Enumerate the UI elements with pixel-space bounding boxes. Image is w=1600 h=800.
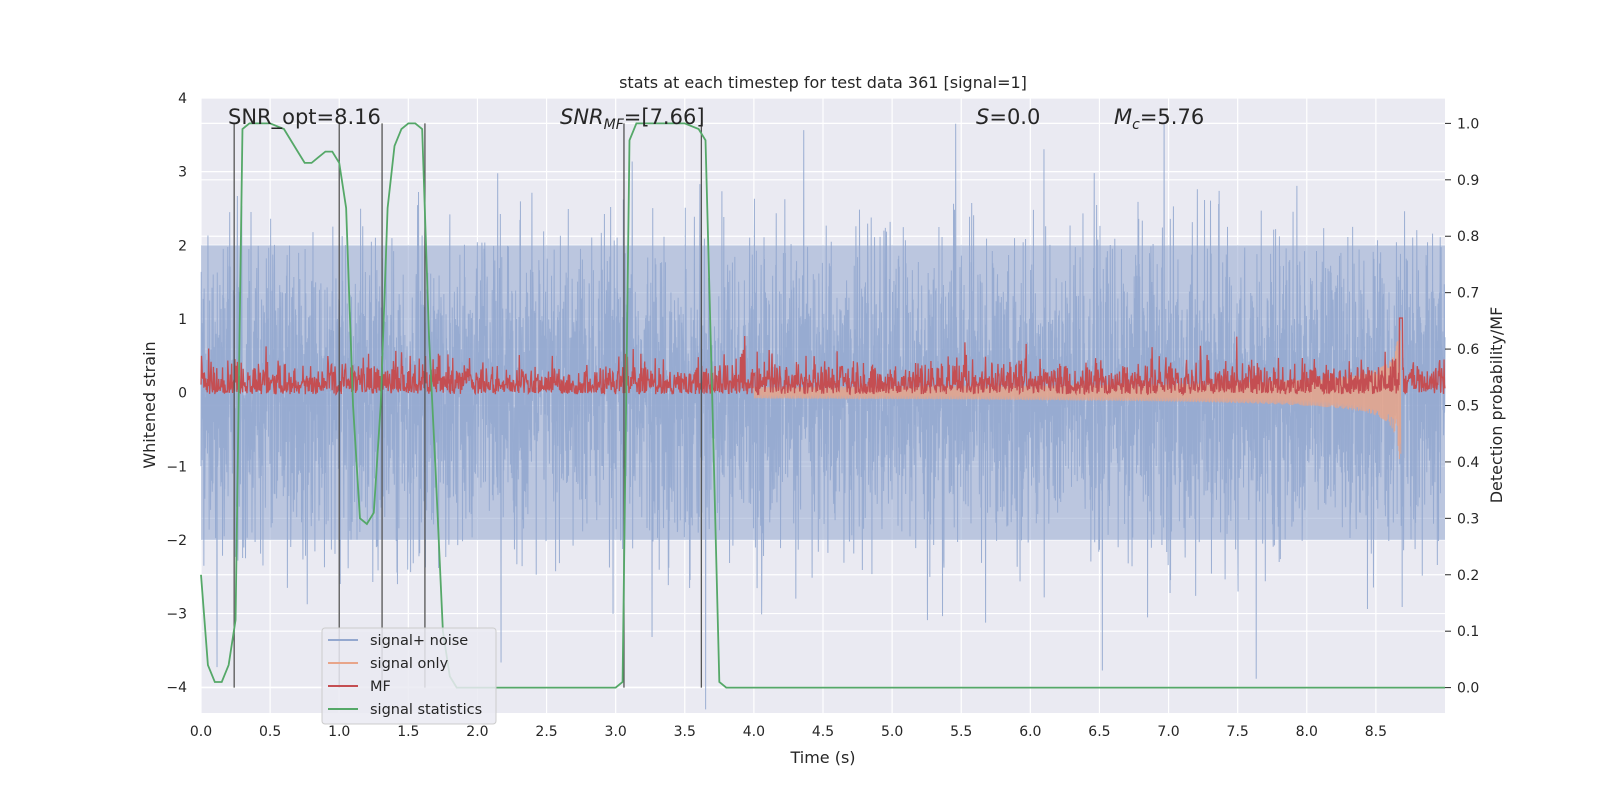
legend-label-signal-statistics: signal statistics xyxy=(370,702,482,718)
y2-tick-label: 0.8 xyxy=(1457,229,1479,245)
annotation-s-main: S xyxy=(976,105,989,129)
annotation-snr-mf-value: =[7.66] xyxy=(624,105,705,129)
x-tick-label: 5.5 xyxy=(950,724,972,740)
series-mf xyxy=(200,317,1446,397)
legend-box xyxy=(321,627,497,725)
y-tick-label: −3 xyxy=(166,607,187,623)
y2-tick-label: 0.2 xyxy=(1457,568,1479,584)
legend: signal+ noise signal only MF signal stat… xyxy=(321,627,497,725)
annotation-mc-main: M xyxy=(1114,105,1132,129)
y-tick-label: 3 xyxy=(178,165,187,181)
x-tick-label: 0.0 xyxy=(190,724,212,740)
x-tick-label: 4.0 xyxy=(743,724,765,740)
y2-tick-label: 0.9 xyxy=(1457,173,1479,189)
y2-axis-label: Detection probability/MF xyxy=(1487,307,1506,504)
x-tick-label: 3.5 xyxy=(674,724,696,740)
annotation-mc: Mc=5.76 xyxy=(1114,105,1204,133)
y2-tick-label: 0.0 xyxy=(1457,681,1479,697)
x-tick-label: 2.0 xyxy=(466,724,488,740)
annotation-mc-value: =5.76 xyxy=(1140,105,1204,129)
annotation-snr-mf: SNRMF=[7.66] xyxy=(560,105,705,133)
annotation-snr-mf-sub: MF xyxy=(604,117,625,133)
x-tick-label: 6.0 xyxy=(1019,724,1041,740)
y-tick-label: 0 xyxy=(178,386,187,402)
x-tick-label: 1.0 xyxy=(328,724,350,740)
x-tick-label: 4.5 xyxy=(812,724,834,740)
x-tick-label: 3.0 xyxy=(605,724,627,740)
y2-tick-label: 1.0 xyxy=(1457,116,1479,132)
x-tick-label: 7.5 xyxy=(1227,724,1249,740)
legend-label-mf: MF xyxy=(370,679,391,695)
data-layer xyxy=(200,123,1446,710)
y-tick-label: 2 xyxy=(178,238,187,254)
x-tick-label: 0.5 xyxy=(259,724,281,740)
x-tick-label: 8.5 xyxy=(1365,724,1387,740)
y2-tick-label: 0.4 xyxy=(1457,455,1479,471)
annotation-s: S=0.0 xyxy=(976,105,1040,129)
annotation-snr-opt: SNR_opt=8.16 xyxy=(228,105,381,130)
legend-label-signal-noise: signal+ noise xyxy=(370,633,468,649)
y2-tick-label: 0.3 xyxy=(1457,511,1479,527)
annotation-s-value: =0.0 xyxy=(989,105,1040,129)
legend-label-signal-only: signal only xyxy=(370,656,449,672)
y-tick-label: 4 xyxy=(178,91,187,107)
x-tick-label: 1.5 xyxy=(397,724,419,740)
chart-title: stats at each timestep for test data 361… xyxy=(619,73,1027,92)
stats-layer xyxy=(200,122,1445,689)
y2-tick-label: 0.1 xyxy=(1457,624,1479,640)
x-tick-label: 6.5 xyxy=(1088,724,1110,740)
y-tick-label: 1 xyxy=(178,312,187,328)
x-tick-label: 5.0 xyxy=(881,724,903,740)
y-tick-label: −2 xyxy=(166,533,187,549)
x-tick-label: 8.0 xyxy=(1296,724,1318,740)
y2-tick-label: 0.7 xyxy=(1457,286,1479,302)
y2-tick-label: 0.6 xyxy=(1457,342,1479,358)
x-axis-label: Time (s) xyxy=(789,748,855,767)
y2-tick-label: 0.5 xyxy=(1457,399,1479,415)
y-tick-label: −4 xyxy=(166,680,187,696)
ticks: 0.0 0.5 1.0 1.5 2.0 2.5 3.0 3.5 4.0 4.5 5.0 5.5 6.0 6… xyxy=(166,91,1479,740)
y-tick-label: −1 xyxy=(166,459,187,475)
series-signal-statistics xyxy=(200,122,1445,689)
y-axis-label: Whitened strain xyxy=(140,341,159,468)
annotation-mc-sub: c xyxy=(1132,117,1140,133)
annotation-snr-mf-main: SNR xyxy=(560,105,604,129)
x-tick-label: 7.0 xyxy=(1157,724,1179,740)
x-tick-label: 2.5 xyxy=(535,724,557,740)
